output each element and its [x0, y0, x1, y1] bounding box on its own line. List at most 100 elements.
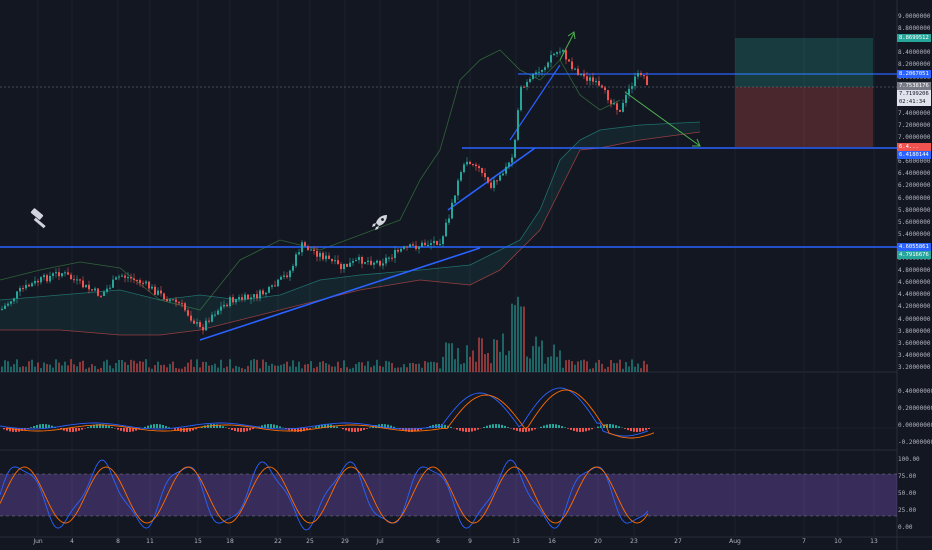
- volume-bar: [406, 367, 408, 372]
- macd-histogram-bar: [324, 424, 326, 428]
- macd-histogram-bar: [633, 428, 635, 432]
- candle: [19, 287, 21, 292]
- volume-bar: [61, 365, 63, 372]
- macd-histogram-bar: [126, 428, 128, 432]
- candle: [208, 320, 210, 322]
- volume-bar: [49, 364, 51, 372]
- candle: [238, 297, 240, 300]
- candle: [10, 301, 12, 304]
- volume-bar: [154, 365, 156, 372]
- candle: [562, 50, 564, 52]
- volume-bar: [184, 366, 186, 372]
- price-axis-label: 4.4000000: [898, 291, 931, 299]
- volume-bar: [307, 364, 309, 372]
- macd-histogram-bar: [648, 428, 650, 430]
- candle: [556, 52, 558, 54]
- volume-bar: [496, 339, 498, 372]
- volume-bar: [616, 363, 618, 372]
- macd-histogram-bar: [627, 428, 629, 431]
- macd-histogram-bar: [48, 424, 50, 428]
- candle: [97, 288, 99, 296]
- volume-bar: [409, 363, 411, 372]
- volume-bar: [421, 367, 423, 372]
- macd-histogram-bar: [222, 426, 224, 428]
- macd-histogram-bar: [42, 424, 44, 428]
- volume-bar: [544, 363, 546, 372]
- volume-bar: [361, 362, 363, 372]
- candle: [412, 244, 414, 246]
- candle: [496, 180, 498, 182]
- volume-bar: [427, 362, 429, 372]
- candle: [484, 173, 486, 178]
- stop-zone[interactable]: [735, 87, 873, 147]
- volume-bar: [499, 351, 501, 372]
- candle: [232, 297, 234, 303]
- price-axis-label: 6.0000000: [898, 194, 931, 202]
- candle: [445, 222, 447, 237]
- candle: [256, 294, 258, 299]
- macd-histogram-bar: [273, 424, 275, 428]
- volume-bar: [10, 366, 12, 372]
- volume-bar: [241, 368, 243, 372]
- volume-bar: [211, 365, 213, 372]
- volume-bar: [82, 360, 84, 372]
- candle: [175, 299, 177, 303]
- candle: [220, 306, 222, 311]
- candle: [454, 195, 456, 203]
- price-axis-label: 6.4000000: [898, 170, 931, 178]
- candle: [13, 298, 15, 302]
- volume-bar: [565, 360, 567, 372]
- volume-bar: [625, 362, 627, 372]
- macd-histogram-bar: [318, 425, 320, 428]
- candle: [469, 161, 471, 164]
- macd-histogram-bar: [81, 428, 83, 430]
- macd-histogram-bar: [549, 424, 551, 428]
- candle: [46, 275, 48, 282]
- stoch-axis-label: 0.00: [898, 524, 913, 531]
- candle: [346, 263, 348, 267]
- macd-histogram-bar: [123, 428, 125, 432]
- macd-histogram-bar: [72, 428, 74, 432]
- candle: [271, 285, 273, 287]
- target-zone[interactable]: [735, 38, 873, 87]
- date-axis-label: 22: [274, 538, 282, 545]
- candle: [343, 263, 345, 270]
- candle: [595, 81, 597, 83]
- candle: [493, 180, 495, 188]
- candle: [424, 242, 426, 246]
- volume-bar: [532, 346, 534, 372]
- candle: [268, 286, 270, 293]
- candle: [523, 86, 525, 88]
- volume-bar: [535, 336, 537, 372]
- price-axis-label: 4.8000000: [898, 267, 931, 275]
- macd-histogram-bar: [384, 424, 386, 428]
- macd-histogram-bar: [63, 428, 65, 431]
- volume-bar: [634, 366, 636, 372]
- volume-bar: [631, 359, 633, 372]
- volume-bar: [13, 364, 15, 372]
- uptrend-line-2[interactable]: [447, 147, 536, 211]
- macd-histogram-bar: [450, 426, 452, 428]
- candle: [508, 162, 510, 167]
- volume-bar: [577, 361, 579, 372]
- volume-bar: [469, 356, 471, 372]
- volume-bar: [541, 340, 543, 372]
- candle: [571, 61, 573, 69]
- volume-bar: [19, 367, 21, 372]
- volume-bar: [592, 368, 594, 372]
- macd-histogram-bar: [78, 428, 80, 431]
- candle: [244, 294, 246, 300]
- candle: [514, 139, 516, 158]
- candle: [352, 261, 354, 263]
- macd-histogram-bar: [474, 428, 476, 431]
- price-axis-label: 4.2000000: [898, 303, 931, 311]
- uptrend-line[interactable]: [199, 247, 481, 341]
- candle: [511, 157, 513, 163]
- macd-histogram-bar: [150, 424, 152, 428]
- price-axis-label: 7.4000000: [898, 109, 931, 117]
- macd-histogram-bar: [495, 424, 497, 428]
- price-axis-label: 5.8000000: [898, 206, 931, 214]
- candle: [196, 322, 198, 324]
- macd-histogram-bar: [582, 428, 584, 432]
